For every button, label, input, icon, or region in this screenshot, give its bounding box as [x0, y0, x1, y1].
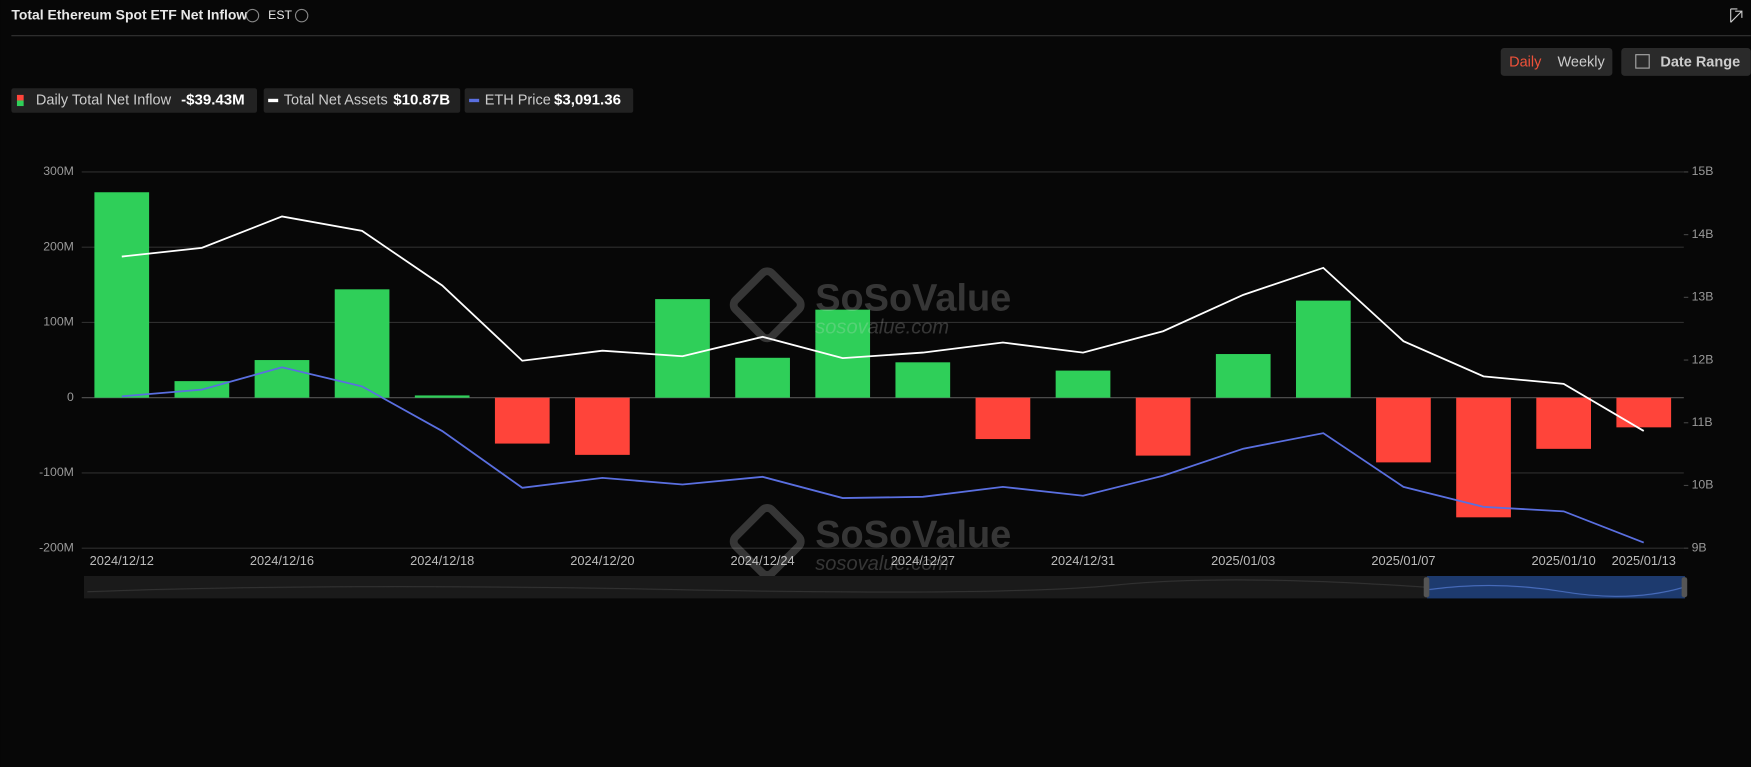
watermark-brand: SoSoValue: [815, 514, 1011, 556]
watermark-site: sosovalue.com: [815, 553, 949, 575]
x-tick-label: 2024/12/31: [1051, 553, 1115, 568]
line: [121, 366, 1645, 544]
legend-swatch: [16, 100, 24, 107]
legend: Daily Total Net Inflow -$39.43M Total Ne…: [11, 88, 634, 113]
bar: [1135, 397, 1191, 456]
legend-label: Total Net Assets: [284, 92, 388, 108]
navigator-window[interactable]: [1427, 576, 1685, 599]
legend-label: ETH Price: [485, 92, 551, 108]
period-toggle[interactable]: [1500, 48, 1613, 76]
navigator-preview: [87, 579, 1428, 593]
navigator-handle[interactable]: [1681, 577, 1688, 598]
watermark: SoSoValue sosovalue.com SoSoValue sosova…: [729, 267, 1011, 579]
y2-tick-label: 9B: [1692, 540, 1707, 554]
bar: [1456, 397, 1511, 518]
y2-tick-label: 15B: [1692, 164, 1714, 178]
legend-swatch: [16, 94, 24, 101]
legend-label: Daily Total Net Inflow: [36, 92, 172, 108]
bar: [1616, 397, 1672, 428]
bar: [735, 357, 790, 398]
x-tick-label: 2025/01/03: [1211, 553, 1275, 568]
navigator[interactable]: [83, 576, 1685, 599]
x-tick-label: 2025/01/13: [1612, 553, 1676, 568]
daily-button[interactable]: Daily: [1509, 54, 1542, 70]
date-range-label[interactable]: Date Range: [1660, 54, 1740, 70]
plot: -200M -100M 0 100M 200M 300M 9B 10B 11B 12B 13B 14B…: [39, 164, 1713, 568]
bar: [1376, 397, 1431, 463]
y-tick-label: -200M: [39, 540, 74, 554]
x-tick-label: 2025/01/10: [1532, 553, 1596, 568]
weekly-button[interactable]: Weekly: [1557, 54, 1605, 70]
y-tick-label: 200M: [43, 239, 74, 253]
bar: [254, 360, 310, 398]
bar: [494, 397, 550, 444]
info-icon[interactable]: [294, 8, 309, 23]
legend-value: -$39.43M: [181, 91, 245, 108]
bar: [1215, 354, 1271, 398]
x-tick-label: 2024/12/16: [250, 553, 314, 568]
bar: [975, 397, 1031, 440]
x-tick-label: 2024/12/24: [730, 553, 794, 568]
watermark-logo: [729, 504, 805, 579]
bar: [414, 395, 470, 398]
navigator-handle[interactable]: [1423, 577, 1430, 598]
bar: [575, 397, 630, 455]
bar: [1536, 397, 1592, 449]
x-tick-label: 2024/12/18: [410, 553, 474, 568]
x-tick-label: 2025/01/07: [1371, 553, 1435, 568]
watermark-site: sosovalue.com: [815, 317, 949, 339]
date-range-button[interactable]: [1621, 48, 1751, 76]
legend-value: $10.87B: [393, 91, 450, 108]
bar: [895, 362, 951, 398]
timezone: EST: [268, 8, 292, 22]
x-tick-label: 2024/12/27: [891, 553, 955, 568]
x-tick-label: 2024/12/12: [90, 553, 154, 568]
bar: [334, 289, 390, 398]
y2-tick-label: 10B: [1692, 478, 1714, 492]
title: Total Ethereum Spot ETF Net Inflow: [11, 6, 247, 22]
bar: [1295, 300, 1351, 398]
y2-tick-label: 11B: [1692, 415, 1713, 429]
y-tick-label: -100M: [39, 465, 74, 479]
bar: [1055, 370, 1111, 398]
y-tick-label: 100M: [43, 315, 74, 329]
calendar-icon: [1635, 54, 1650, 69]
y2-tick-label: 12B: [1692, 352, 1714, 366]
legend-item[interactable]: [263, 88, 461, 113]
info-icon[interactable]: [245, 8, 260, 23]
watermark-brand: SoSoValue: [815, 277, 1011, 319]
line: [121, 215, 1645, 432]
navigator-preview: [1429, 584, 1684, 597]
bar: [655, 299, 710, 398]
x-tick-label: 2024/12/20: [570, 553, 634, 568]
y-tick-label: 0: [67, 390, 74, 404]
watermark-logo: [729, 267, 805, 343]
y2-tick-label: 14B: [1692, 227, 1714, 241]
y2-tick-label: 13B: [1692, 290, 1714, 304]
legend-item[interactable]: [464, 88, 634, 113]
legend-value: $3,091.36: [554, 91, 621, 108]
share-icon[interactable]: [1730, 8, 1743, 23]
legend-item[interactable]: [11, 88, 257, 113]
bar: [94, 192, 150, 398]
y-tick-label: 300M: [43, 164, 74, 178]
